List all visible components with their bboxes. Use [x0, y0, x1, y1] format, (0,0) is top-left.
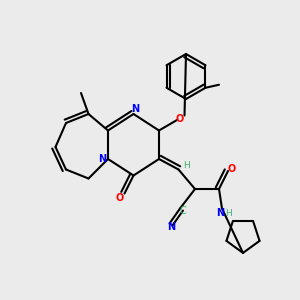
Text: N: N — [167, 221, 175, 232]
Text: N: N — [216, 208, 225, 218]
Text: N: N — [98, 154, 107, 164]
Text: H: H — [225, 208, 231, 217]
Text: H: H — [183, 161, 189, 170]
Text: O: O — [116, 193, 124, 203]
Text: O: O — [176, 113, 184, 124]
Text: O: O — [227, 164, 236, 175]
Text: N: N — [131, 103, 139, 114]
Text: C: C — [179, 206, 186, 216]
